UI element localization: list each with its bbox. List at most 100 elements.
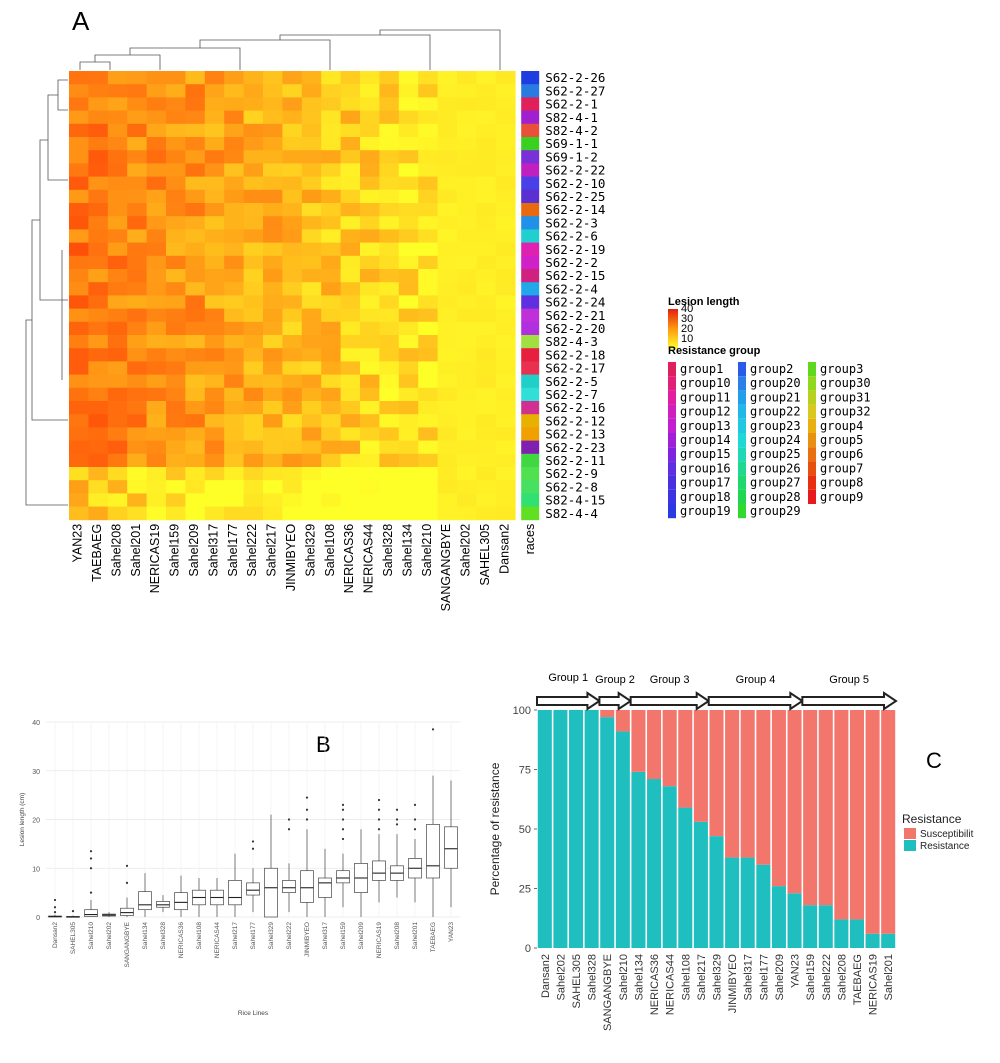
box-outlier bbox=[89, 857, 93, 860]
heatmap-cell bbox=[495, 387, 516, 402]
group-legend-label: group14 bbox=[680, 433, 731, 447]
heatmap-cell bbox=[166, 71, 186, 85]
x-tick-label: Sahel177 bbox=[758, 954, 770, 1001]
heatmap-cell bbox=[457, 71, 477, 85]
heatmap-cell bbox=[224, 308, 244, 323]
heatmap-cell bbox=[340, 150, 361, 164]
bar-susceptibility bbox=[803, 710, 818, 906]
heatmap-cell bbox=[146, 506, 167, 521]
race-color-cell bbox=[521, 216, 540, 230]
heatmap-cell bbox=[476, 427, 497, 441]
group-legend-label: group21 bbox=[750, 390, 801, 404]
heatmap-cell bbox=[437, 374, 458, 389]
heatmap-cell bbox=[360, 150, 380, 164]
row-label: S82-4-1 bbox=[545, 110, 598, 125]
heatmap-cell bbox=[185, 493, 206, 507]
heatmap-cell bbox=[495, 255, 516, 270]
heatmap-cell bbox=[340, 229, 361, 243]
heatmap-cell bbox=[107, 123, 128, 138]
heatmap-cell bbox=[379, 453, 400, 468]
box-body bbox=[426, 824, 440, 879]
column-label: Sahel217 bbox=[265, 524, 279, 577]
heatmap-cell bbox=[69, 242, 89, 257]
race-color-cell bbox=[521, 137, 540, 151]
box-outlier bbox=[413, 818, 417, 821]
heatmap-cell bbox=[340, 480, 361, 494]
heatmap-cell bbox=[321, 414, 341, 428]
heatmap-cell bbox=[127, 440, 147, 455]
heatmap-cell bbox=[263, 361, 283, 375]
box-body bbox=[300, 870, 314, 903]
heatmap-cell bbox=[301, 308, 322, 323]
group-legend-swatch bbox=[808, 475, 816, 490]
heatmap-cell bbox=[476, 137, 497, 151]
heatmap-cell bbox=[282, 71, 303, 85]
heatmap-cell bbox=[418, 321, 438, 336]
heatmap-cell bbox=[495, 453, 516, 468]
heatmap-cell bbox=[88, 255, 109, 270]
heatmap-cell bbox=[204, 242, 225, 257]
heatmap-cell bbox=[457, 189, 477, 204]
heatmap-cell bbox=[88, 440, 109, 455]
heatmap-cell bbox=[204, 335, 225, 349]
heatmap-cell bbox=[379, 216, 400, 230]
group-legend-label: group31 bbox=[820, 390, 871, 404]
heatmap-cell bbox=[398, 269, 419, 283]
heatmap-cell bbox=[437, 150, 458, 164]
column-label: SANGANGBYE bbox=[439, 524, 453, 612]
heatmap-cell bbox=[495, 110, 516, 125]
panel-b-label: B bbox=[316, 732, 331, 757]
x-tick-label: YAN23 bbox=[790, 954, 802, 988]
heatmap-cell bbox=[166, 282, 186, 296]
heatmap-cell bbox=[457, 335, 477, 349]
panel-a-label: A bbox=[72, 6, 90, 36]
x-tick-label: Sahel210 bbox=[88, 922, 95, 950]
heatmap-cell bbox=[418, 348, 438, 362]
heatmap-cell bbox=[321, 387, 341, 402]
row-label: S62-2-20 bbox=[545, 321, 605, 336]
race-color-cell bbox=[521, 427, 540, 441]
heatmap-cell bbox=[418, 137, 438, 151]
heatmap-cell bbox=[495, 71, 516, 85]
box-outlier bbox=[413, 828, 417, 831]
heatmap-cell bbox=[127, 493, 147, 507]
heatmap-cell bbox=[107, 467, 128, 481]
heatmap-cell bbox=[457, 374, 477, 389]
heatmap-cell bbox=[166, 440, 186, 455]
heatmap-cell bbox=[263, 295, 283, 309]
heatmap-cell bbox=[166, 480, 186, 494]
heatmap-cell bbox=[476, 401, 497, 415]
heatmap-cell bbox=[243, 255, 264, 270]
heatmap-cell bbox=[185, 308, 206, 323]
heatmap-cell bbox=[457, 269, 477, 283]
heatmap-cell bbox=[243, 176, 264, 191]
heatmap-cell bbox=[418, 150, 438, 164]
heatmap-cell bbox=[243, 427, 264, 441]
heatmap-cell bbox=[282, 84, 303, 98]
box-body bbox=[264, 867, 278, 918]
heatmap-cell bbox=[243, 453, 264, 468]
heatmap-cell bbox=[301, 295, 322, 309]
heatmap-cell bbox=[398, 401, 419, 415]
heatmap-cell bbox=[457, 255, 477, 270]
heatmap-cell bbox=[379, 440, 400, 455]
heatmap-cell bbox=[107, 387, 128, 402]
heatmap-cell bbox=[282, 401, 303, 415]
column-label: Sahel328 bbox=[381, 524, 395, 577]
group-legend-swatch bbox=[668, 362, 676, 377]
heatmap-cell bbox=[127, 216, 147, 230]
heatmap-cell bbox=[301, 401, 322, 415]
heatmap-cell bbox=[263, 282, 283, 296]
heatmap-cell bbox=[204, 401, 225, 415]
box-outlier bbox=[431, 728, 435, 731]
column-label: JINMIBYEO bbox=[284, 524, 298, 592]
x-tick-label: Sahel134 bbox=[633, 954, 645, 1001]
heatmap-cell bbox=[185, 71, 206, 85]
heatmap-cell bbox=[69, 335, 89, 349]
heatmap-cell bbox=[107, 255, 128, 270]
heatmap-panel: S62-2-26S62-2-27S62-2-1S82-4-1S82-4-2S69… bbox=[25, 29, 871, 612]
heatmap-cell bbox=[263, 242, 283, 257]
heatmap-cell bbox=[476, 216, 497, 230]
row-label: S82-4-2 bbox=[545, 123, 598, 138]
group-legend-label: group8 bbox=[820, 476, 863, 490]
